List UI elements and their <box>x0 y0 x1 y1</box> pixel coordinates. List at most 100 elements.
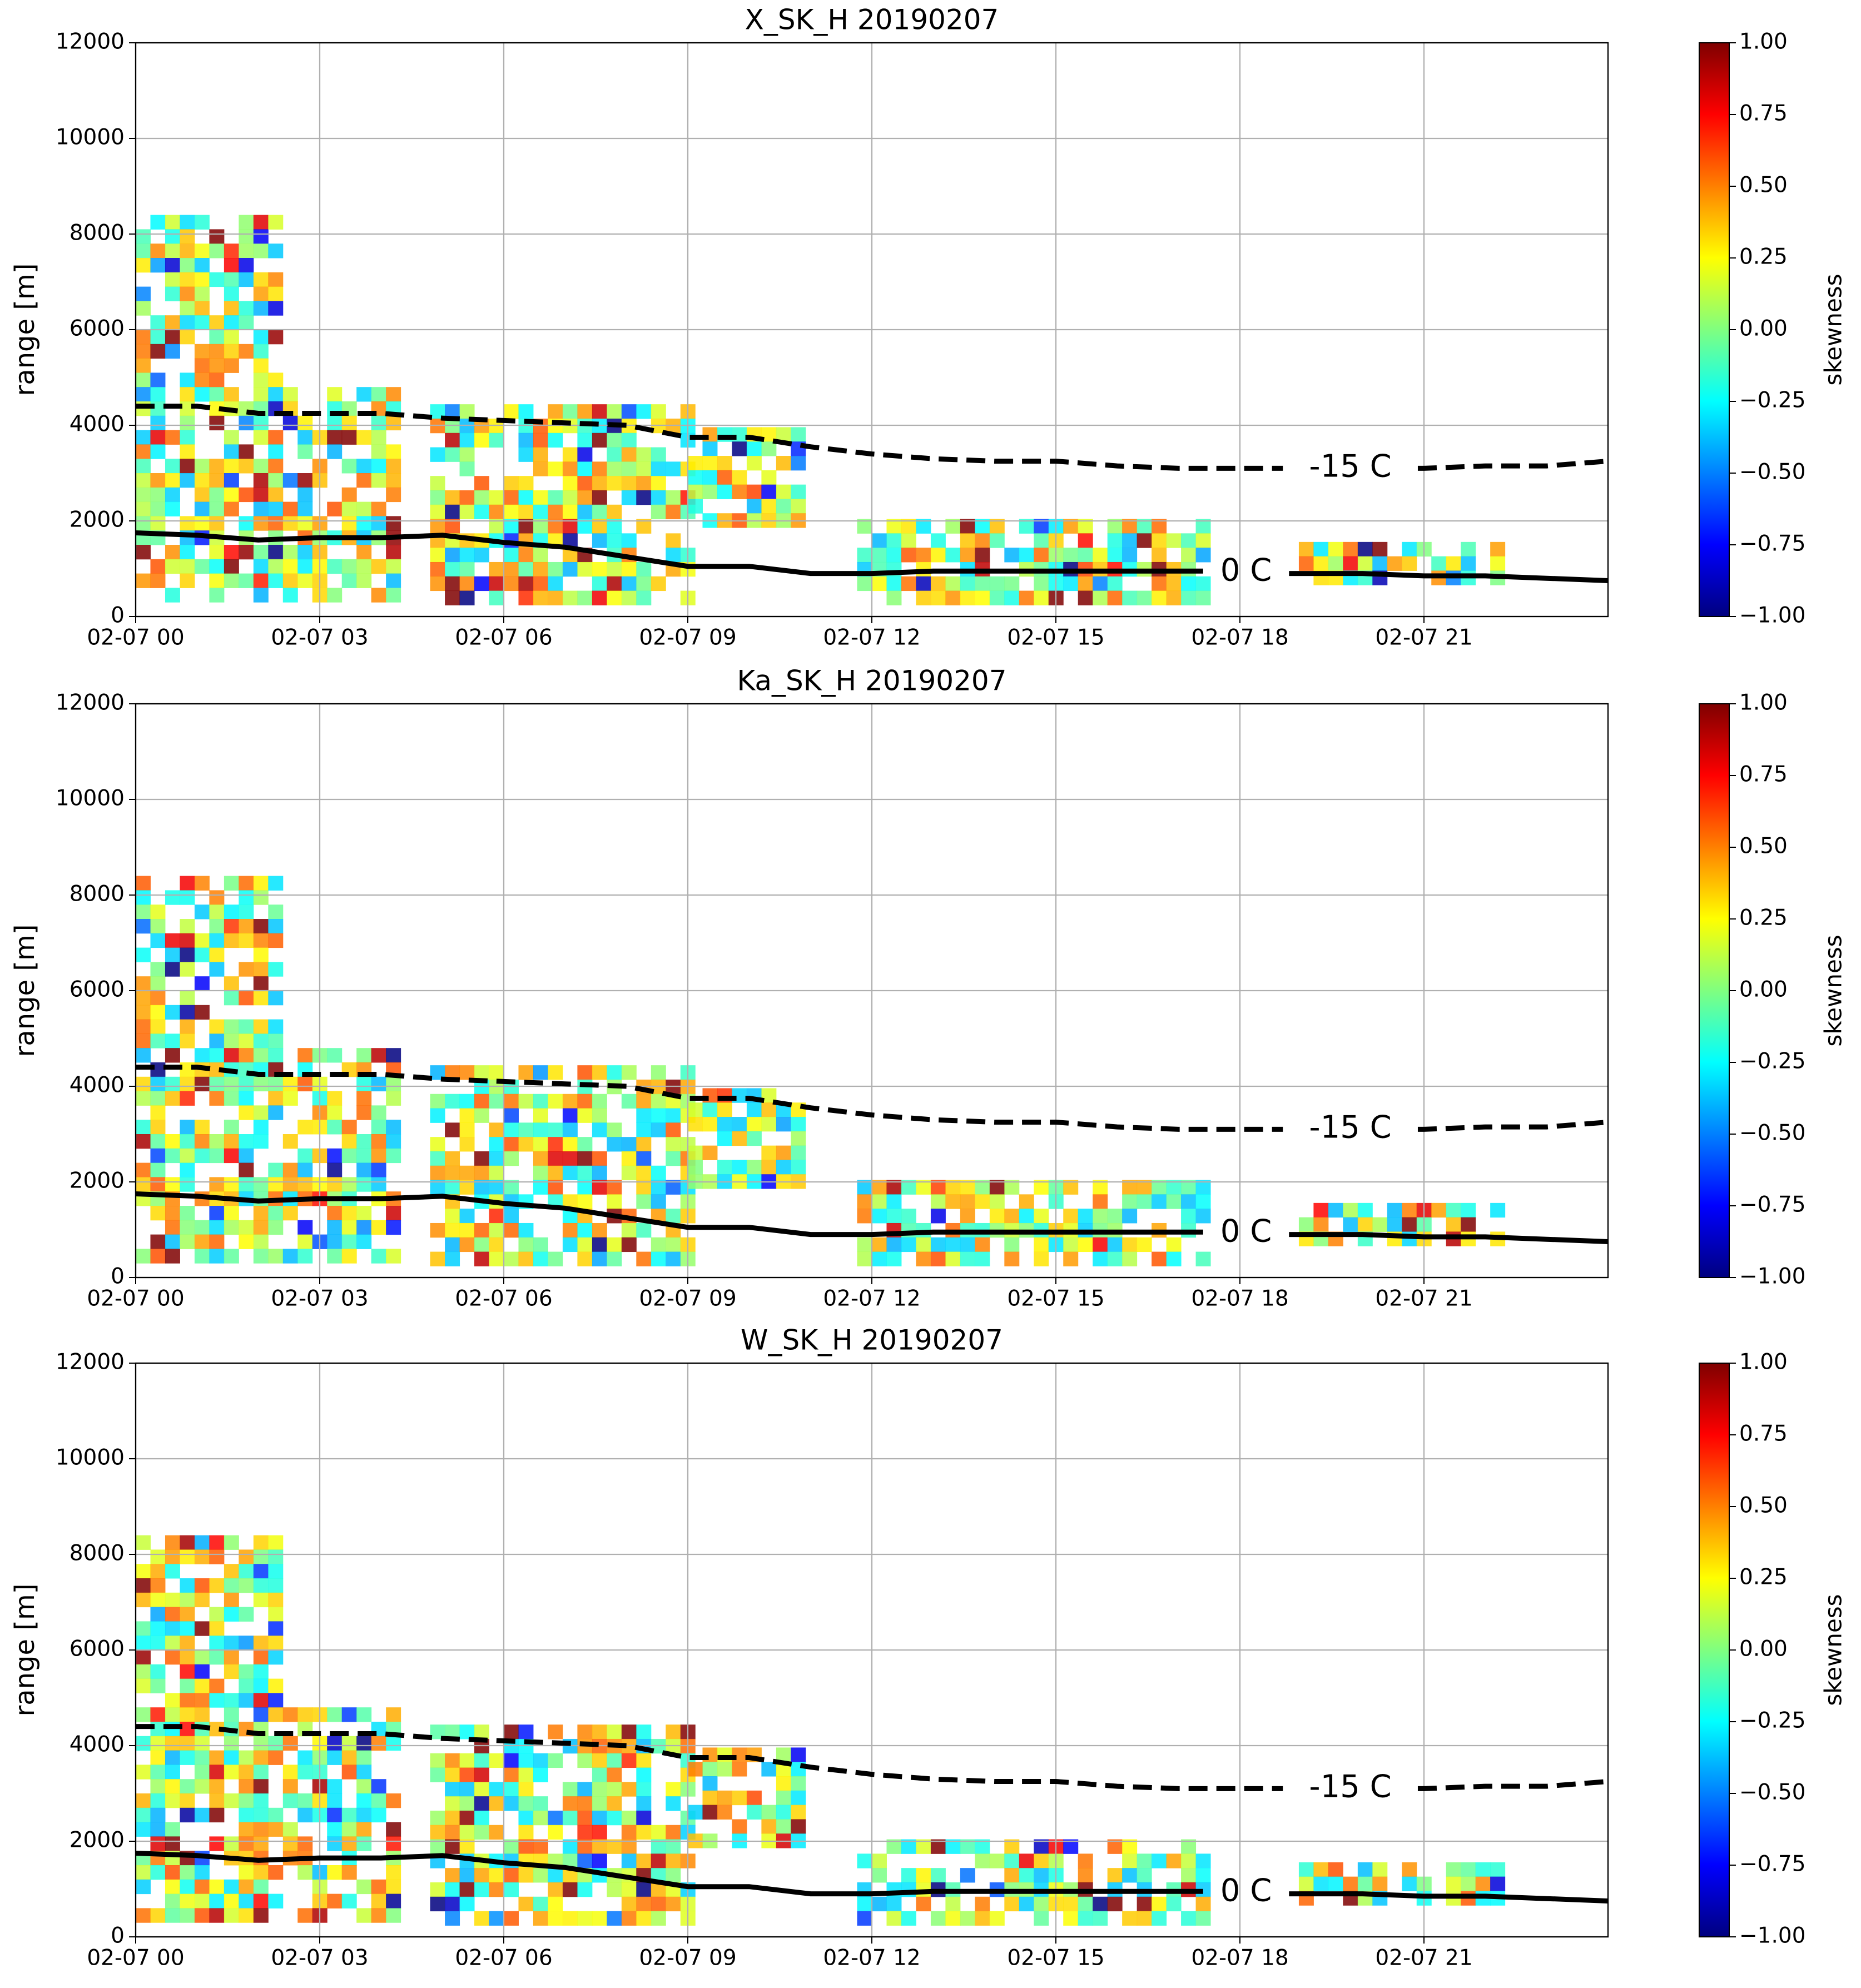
echo <box>666 1151 681 1166</box>
echo <box>268 573 284 588</box>
echo <box>459 461 475 476</box>
x-tick-label: 02-07 06 <box>455 1946 552 1971</box>
echo <box>268 1607 284 1622</box>
echo <box>297 545 313 560</box>
echo <box>268 1033 284 1048</box>
echo <box>268 1019 284 1034</box>
echo <box>136 1535 151 1550</box>
echo <box>886 548 902 563</box>
echo <box>1004 1251 1020 1266</box>
echo <box>886 1251 902 1266</box>
colorbar-label: skewness <box>1820 935 1847 1046</box>
echo <box>239 919 254 934</box>
echo <box>592 561 607 577</box>
echo <box>253 1048 269 1063</box>
echo <box>180 1220 195 1235</box>
echo <box>209 1678 225 1693</box>
echo <box>791 1131 806 1146</box>
echo <box>1093 1896 1108 1912</box>
echo <box>636 576 652 592</box>
echo <box>1093 590 1108 605</box>
echo <box>489 1222 504 1238</box>
echo <box>518 1094 534 1109</box>
echo <box>1004 548 1020 563</box>
echo <box>474 504 490 520</box>
echo <box>761 1762 777 1777</box>
echo <box>327 1120 343 1135</box>
echo <box>621 461 637 476</box>
echo <box>239 1879 254 1895</box>
echo <box>577 476 593 491</box>
echo <box>341 1148 357 1164</box>
echo <box>327 387 343 402</box>
plot-frame <box>135 703 1609 1279</box>
echo <box>989 1209 1005 1224</box>
echo <box>518 548 534 563</box>
echo <box>253 1206 269 1221</box>
echo <box>886 1237 902 1253</box>
echo <box>150 1722 166 1737</box>
echo <box>445 433 460 448</box>
echo <box>717 1160 732 1175</box>
echo <box>1357 541 1373 557</box>
echo <box>268 545 284 560</box>
echo <box>327 1162 343 1177</box>
echo <box>209 1177 225 1192</box>
echo <box>282 516 298 531</box>
echo <box>1107 576 1123 592</box>
echo <box>1181 1853 1197 1868</box>
echo <box>150 1678 166 1693</box>
x-tick-label: 02-07 03 <box>271 625 368 650</box>
colorbar-tick-label: 0.25 <box>1739 245 1788 270</box>
y-axis-label: range [m] <box>9 263 41 396</box>
echo <box>136 545 151 560</box>
echo <box>150 1836 166 1851</box>
echo <box>268 1105 284 1120</box>
echo <box>150 1636 166 1651</box>
echo <box>504 1122 519 1137</box>
echo <box>732 484 747 499</box>
echo <box>592 1165 607 1181</box>
echo <box>180 1707 195 1722</box>
echo <box>209 501 225 516</box>
echo <box>1357 1876 1373 1891</box>
echo <box>356 1836 372 1851</box>
echo <box>489 504 504 520</box>
echo <box>150 372 166 387</box>
echo <box>209 415 225 431</box>
echo <box>253 358 269 373</box>
echo <box>1166 1237 1182 1253</box>
echo <box>282 559 298 574</box>
echo <box>592 1065 607 1080</box>
isotherm-label: -15 C <box>1309 1769 1391 1805</box>
isotherm-line <box>136 404 1609 471</box>
echo <box>791 427 806 442</box>
echo <box>194 1865 210 1880</box>
echo <box>504 1767 519 1782</box>
echo <box>239 1220 254 1235</box>
echo <box>253 286 269 301</box>
echo <box>239 1793 254 1808</box>
echo <box>150 1019 166 1034</box>
echo <box>136 1822 151 1837</box>
echo <box>386 1148 401 1164</box>
echo <box>930 1209 946 1224</box>
echo <box>1181 1868 1197 1883</box>
echo <box>1166 533 1182 548</box>
echo <box>518 1810 534 1826</box>
echo <box>341 415 357 431</box>
echo <box>150 1162 166 1177</box>
echo <box>960 1194 975 1209</box>
echo <box>253 229 269 244</box>
echo <box>445 576 460 592</box>
echo <box>253 387 269 402</box>
echo <box>224 1707 239 1722</box>
echo <box>761 1102 777 1117</box>
echo <box>327 430 343 445</box>
echo <box>341 1893 357 1909</box>
echo <box>666 1237 681 1253</box>
echo <box>253 1578 269 1593</box>
echo <box>356 1765 372 1780</box>
echo <box>518 504 534 520</box>
echo <box>1181 548 1197 563</box>
